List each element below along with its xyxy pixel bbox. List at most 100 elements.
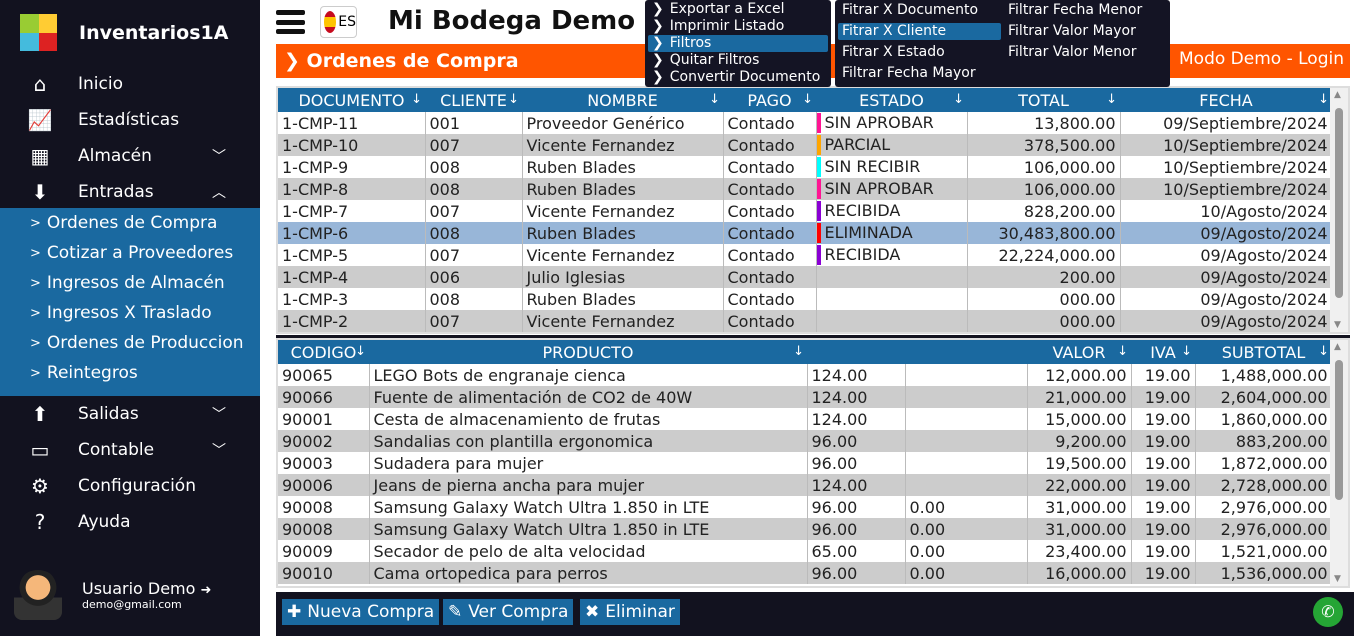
column-header-label: NOMBRE bbox=[587, 90, 658, 110]
submenu-item[interactable]: > Ingresos de Almacén bbox=[0, 268, 260, 298]
cell-text: 65.00 bbox=[811, 541, 858, 561]
sort-arrow-icon[interactable]: ↓ bbox=[1106, 92, 1117, 107]
sort-arrow-icon[interactable]: ↓ bbox=[1181, 344, 1192, 359]
sidebar-item-almacen[interactable]: ▦ Almacén ﹀ bbox=[0, 138, 260, 174]
sort-arrow-icon[interactable]: ↓ bbox=[411, 92, 422, 107]
logout-icon[interactable]: ➜ bbox=[200, 583, 212, 598]
menu-item[interactable]: ❯ Quitar Filtros bbox=[648, 52, 828, 69]
table-row[interactable]: 1-CMP-10 007 Vicente Fernandez Contado PARCI… bbox=[278, 134, 1333, 156]
submenu-item[interactable]: > Ordenes de Compra bbox=[0, 208, 260, 238]
column-header[interactable] bbox=[807, 340, 905, 364]
sidebar-item-configuracion[interactable]: ⚙ Configuración bbox=[0, 468, 260, 504]
submenu-item[interactable]: > Cotizar a Proveedores bbox=[0, 238, 260, 268]
sidebar-item-contable[interactable]: ▭ Contable ﹀ bbox=[0, 432, 260, 468]
column-header[interactable]: FECHA ↓ bbox=[1120, 88, 1332, 112]
table-cell: Julio Iglesias bbox=[522, 266, 724, 288]
sort-arrow-icon[interactable]: ↓ bbox=[709, 92, 720, 107]
menu-item[interactable]: ❯ Imprimir Listado bbox=[648, 18, 828, 35]
column-header[interactable]: VALOR ↓ bbox=[1027, 340, 1131, 364]
sort-arrow-icon[interactable]: ↓ bbox=[1318, 92, 1329, 107]
plus-icon: ✚ bbox=[287, 602, 302, 622]
submenu-item[interactable]: > Reintegros bbox=[0, 358, 260, 388]
table-row[interactable]: 90002 Sandalias con plantilla ergonomica 9… bbox=[278, 430, 1333, 452]
sort-arrow-icon[interactable]: ↓ bbox=[802, 92, 813, 107]
sort-arrow-icon[interactable]: ↓ bbox=[793, 344, 804, 359]
table-row[interactable]: 1-CMP-3 008 Ruben Blades Contado 000.00 09/Ag… bbox=[278, 288, 1333, 310]
language-selector[interactable]: ES bbox=[320, 6, 357, 38]
table-row[interactable]: 90065 LEGO Bots de engranaje cienca 124.00… bbox=[278, 364, 1333, 386]
cell-text: 0.00 bbox=[909, 497, 946, 517]
items-scrollbar[interactable]: ▲ ▼ bbox=[1330, 340, 1348, 586]
table-cell: 90066 bbox=[278, 386, 370, 408]
column-header[interactable]: PRODUCTO ↓ bbox=[369, 340, 807, 364]
login-link[interactable]: Modo Demo - Login bbox=[1179, 49, 1344, 69]
menu-item[interactable]: Fitrar X Cliente bbox=[838, 23, 1001, 40]
menu-item[interactable]: Filtrar Valor Menor bbox=[1004, 44, 1167, 61]
table-row[interactable]: 1-CMP-8 008 Ruben Blades Contado SIN APROBAR… bbox=[278, 178, 1333, 200]
hamburger-menu-icon[interactable] bbox=[276, 10, 305, 34]
column-header[interactable]: NOMBRE ↓ bbox=[522, 88, 723, 112]
sort-arrow-icon[interactable]: ↓ bbox=[508, 92, 519, 107]
table-cell: 65.00 bbox=[807, 540, 906, 562]
submenu-item[interactable]: > Ordenes de Produccion bbox=[0, 328, 260, 358]
column-header[interactable]: TOTAL ↓ bbox=[967, 88, 1120, 112]
brand[interactable]: Inventarios1A bbox=[20, 14, 228, 51]
sort-arrow-icon[interactable]: ↓ bbox=[953, 92, 964, 107]
table-row[interactable]: 90008 Samsung Galaxy Watch Ultra 1.850 in… bbox=[278, 496, 1333, 518]
new-purchase-button[interactable]: ✚ Nueva Compra bbox=[282, 599, 440, 625]
table-row[interactable]: 90010 Cama ortopedica para perros 96.00 0.0… bbox=[278, 562, 1333, 584]
table-row[interactable]: 90006 Jeans de pierna ancha para mujer 124… bbox=[278, 474, 1333, 496]
sidebar-item-salidas[interactable]: ⬆ Salidas ﹀ bbox=[0, 396, 260, 432]
table-cell: 90010 bbox=[278, 562, 370, 584]
column-header[interactable]: CODIGO ↓ bbox=[278, 340, 369, 364]
table-row[interactable]: 1-CMP-6 008 Ruben Blades Contado ELIMINADA 30… bbox=[278, 222, 1333, 244]
submenu-item[interactable]: > Ingresos X Traslado bbox=[0, 298, 260, 328]
table-cell: 1-CMP-9 bbox=[278, 156, 426, 178]
table-row[interactable]: 90001 Cesta de almacenamiento de frutas 12… bbox=[278, 408, 1333, 430]
orders-scrollbar[interactable]: ▲ ▼ bbox=[1330, 88, 1348, 332]
cell-text: Samsung Galaxy Watch Ultra 1.850 in LTE bbox=[373, 519, 710, 539]
column-header[interactable]: PAGO ↓ bbox=[723, 88, 816, 112]
table-cell: 0.00 bbox=[905, 540, 1028, 562]
table-row[interactable]: 90003 Sudadera para mujer 96.00 19,500.00 19… bbox=[278, 452, 1333, 474]
table-row[interactable]: 90009 Secador de pelo de alta velocidad 65… bbox=[278, 540, 1333, 562]
sort-arrow-icon[interactable]: ↓ bbox=[355, 344, 366, 359]
sort-arrow-icon[interactable]: ↓ bbox=[1318, 344, 1329, 359]
sidebar-item-label: Configuración bbox=[78, 476, 196, 496]
menu-item[interactable]: Filtrar Fecha Mayor bbox=[838, 65, 1001, 82]
table-row[interactable]: 90008 Samsung Galaxy Watch Ultra 1.850 in… bbox=[278, 518, 1333, 540]
sidebar-item-estadisticas[interactable]: 📈 Estadísticas bbox=[0, 102, 260, 138]
table-row[interactable]: 1-CMP-9 008 Ruben Blades Contado SIN RECIBIR… bbox=[278, 156, 1333, 178]
menu-item[interactable]: ❯ Convertir Documento bbox=[648, 69, 828, 86]
column-header[interactable] bbox=[905, 340, 1027, 364]
table-row[interactable]: 1-CMP-5 007 Vicente Fernandez Contado RECIBI… bbox=[278, 244, 1333, 266]
sidebar-item-ayuda[interactable]: ? Ayuda bbox=[0, 504, 260, 540]
column-header[interactable]: CLIENTE ↓ bbox=[425, 88, 522, 112]
table-row[interactable]: 90066 Fuente de alimentación de CO2 de 40… bbox=[278, 386, 1333, 408]
menu-item-label: Filtrar Fecha Mayor bbox=[842, 65, 976, 81]
table-cell bbox=[905, 452, 1028, 474]
menu-item[interactable]: Fitrar X Estado bbox=[838, 44, 1001, 61]
menu-item-label: Fitrar X Estado bbox=[842, 44, 945, 60]
view-purchase-button[interactable]: ✎ Ver Compra bbox=[443, 599, 574, 625]
sort-arrow-icon[interactable]: ↓ bbox=[1117, 344, 1128, 359]
column-header[interactable]: IVA ↓ bbox=[1131, 340, 1195, 364]
menu-item[interactable]: ❯ Filtros bbox=[648, 35, 828, 52]
menu-item[interactable]: Fitrar X Documento bbox=[838, 2, 1001, 19]
table-row[interactable]: 1-CMP-2 007 Vicente Fernandez Contado 000.00… bbox=[278, 310, 1333, 332]
divider bbox=[276, 335, 1350, 338]
sidebar-item-entradas[interactable]: ⬇ Entradas ︿ bbox=[0, 174, 260, 210]
column-header[interactable]: DOCUMENTO ↓ bbox=[278, 88, 425, 112]
menu-item[interactable]: ❯ Exportar a Excel bbox=[648, 1, 828, 18]
table-cell: 008 bbox=[425, 222, 523, 244]
column-header[interactable]: SUBTOTAL ↓ bbox=[1195, 340, 1332, 364]
sidebar-item-inicio[interactable]: ⌂ Inicio bbox=[0, 66, 260, 102]
table-row[interactable]: 1-CMP-11 001 Proveedor Genérico Contado SIN … bbox=[278, 112, 1333, 134]
menu-item[interactable]: Filtrar Fecha Menor bbox=[1004, 2, 1167, 19]
table-row[interactable]: 1-CMP-7 007 Vicente Fernandez Contado RECIBI… bbox=[278, 200, 1333, 222]
menu-item[interactable]: Filtrar Valor Mayor bbox=[1004, 23, 1167, 40]
table-row[interactable]: 1-CMP-4 006 Julio Iglesias Contado 200.00 09/… bbox=[278, 266, 1333, 288]
column-header[interactable]: ESTADO ↓ bbox=[816, 88, 967, 112]
whatsapp-icon[interactable]: ✆ bbox=[1313, 597, 1343, 627]
delete-button[interactable]: ✖ Eliminar bbox=[580, 599, 680, 625]
